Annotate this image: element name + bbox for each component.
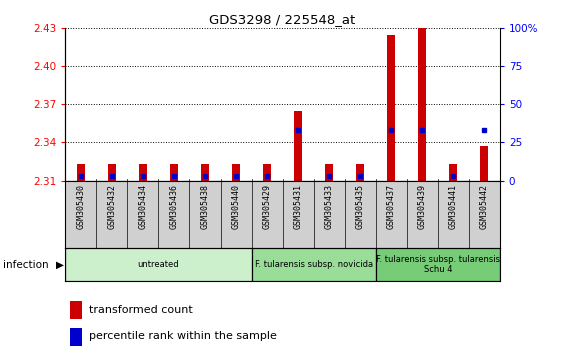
Bar: [170, 164, 178, 181]
Bar: [263, 164, 271, 181]
Title: GDS3298 / 225548_at: GDS3298 / 225548_at: [210, 13, 356, 26]
Bar: [356, 164, 364, 181]
Text: untreated: untreated: [137, 260, 179, 269]
Text: GSM305436: GSM305436: [169, 184, 178, 229]
Text: GSM305440: GSM305440: [232, 184, 240, 229]
Bar: [252, 248, 375, 281]
Bar: [77, 164, 85, 181]
Text: GSM305430: GSM305430: [76, 184, 85, 229]
Text: GSM305441: GSM305441: [449, 184, 458, 229]
Bar: [294, 111, 302, 181]
Bar: [201, 164, 209, 181]
Text: F. tularensis subsp. novicida: F. tularensis subsp. novicida: [254, 260, 373, 269]
Bar: [419, 26, 426, 181]
Bar: [139, 164, 147, 181]
Text: GSM305435: GSM305435: [356, 184, 365, 229]
Text: GSM305439: GSM305439: [417, 184, 427, 229]
Text: GSM305431: GSM305431: [294, 184, 303, 229]
Bar: [108, 164, 116, 181]
Text: GSM305438: GSM305438: [201, 184, 210, 229]
Text: F. tularensis subsp. tularensis
Schu 4: F. tularensis subsp. tularensis Schu 4: [376, 255, 500, 274]
Bar: [232, 164, 240, 181]
Bar: [481, 146, 488, 181]
Text: GSM305433: GSM305433: [325, 184, 333, 229]
Bar: [325, 164, 333, 181]
Bar: [449, 164, 457, 181]
Text: GSM305432: GSM305432: [107, 184, 116, 229]
Text: ▶: ▶: [56, 259, 64, 270]
Bar: [70, 327, 82, 346]
Text: percentile rank within the sample: percentile rank within the sample: [89, 331, 277, 341]
Bar: [65, 248, 252, 281]
Text: GSM305442: GSM305442: [480, 184, 489, 229]
Text: GSM305429: GSM305429: [262, 184, 272, 229]
Bar: [70, 301, 82, 319]
Text: GSM305437: GSM305437: [387, 184, 396, 229]
Bar: [387, 35, 395, 181]
Text: infection: infection: [3, 259, 48, 270]
Text: GSM305434: GSM305434: [139, 184, 148, 229]
Text: transformed count: transformed count: [89, 304, 193, 315]
Bar: [375, 248, 500, 281]
